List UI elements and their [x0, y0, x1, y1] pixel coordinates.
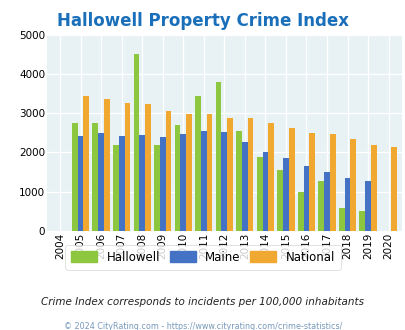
Bar	[195, 95, 200, 231]
Bar	[268, 123, 273, 231]
Text: Hallowell Property Crime Index: Hallowell Property Crime Index	[57, 12, 348, 30]
Bar	[221, 132, 227, 231]
Bar	[241, 142, 247, 231]
Bar	[358, 211, 364, 231]
Bar	[72, 123, 77, 231]
Bar	[329, 134, 335, 231]
Bar	[154, 145, 160, 231]
Text: Crime Index corresponds to incidents per 100,000 inhabitants: Crime Index corresponds to incidents per…	[41, 297, 364, 307]
Bar	[206, 115, 212, 231]
Bar	[350, 139, 355, 231]
Bar	[104, 99, 109, 231]
Bar	[139, 135, 145, 231]
Bar	[77, 136, 83, 231]
Bar	[338, 208, 344, 231]
Bar	[124, 103, 130, 231]
Bar	[297, 192, 303, 231]
Bar	[227, 117, 232, 231]
Legend: Hallowell, Maine, National: Hallowell, Maine, National	[65, 245, 340, 270]
Text: © 2024 CityRating.com - https://www.cityrating.com/crime-statistics/: © 2024 CityRating.com - https://www.city…	[64, 322, 341, 330]
Bar	[215, 82, 221, 231]
Bar	[185, 115, 192, 231]
Bar	[113, 145, 119, 231]
Bar	[288, 128, 294, 231]
Bar	[256, 157, 262, 231]
Bar	[98, 133, 104, 231]
Bar	[247, 118, 253, 231]
Bar	[83, 95, 89, 231]
Bar	[92, 123, 98, 231]
Bar	[309, 133, 314, 231]
Bar	[160, 137, 165, 231]
Bar	[370, 145, 376, 231]
Bar	[262, 152, 268, 231]
Bar	[180, 134, 185, 231]
Bar	[165, 111, 171, 231]
Bar	[390, 147, 396, 231]
Bar	[318, 181, 323, 231]
Bar	[323, 172, 329, 231]
Bar	[236, 131, 241, 231]
Bar	[277, 170, 282, 231]
Bar	[145, 104, 150, 231]
Bar	[174, 125, 180, 231]
Bar	[133, 54, 139, 231]
Bar	[119, 136, 124, 231]
Bar	[344, 178, 350, 231]
Bar	[364, 181, 370, 231]
Bar	[282, 157, 288, 231]
Bar	[200, 131, 206, 231]
Bar	[303, 166, 309, 231]
